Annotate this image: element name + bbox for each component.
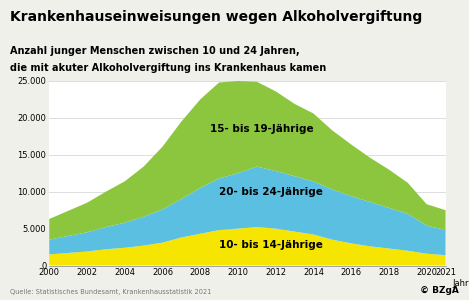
Text: die mit akuter Alkoholvergiftung ins Krankenhaus kamen: die mit akuter Alkoholvergiftung ins Kra…: [10, 63, 326, 73]
Text: 20- bis 24-Jährige: 20- bis 24-Jährige: [219, 187, 323, 197]
Text: Krankenhauseinweisungen wegen Alkoholvergiftung: Krankenhauseinweisungen wegen Alkoholver…: [10, 11, 423, 25]
Text: © BZgA: © BZgA: [420, 286, 459, 295]
Text: 10- bis 14-Jährige: 10- bis 14-Jährige: [219, 240, 323, 250]
Text: 15- bis 19-Jährige: 15- bis 19-Jährige: [210, 124, 313, 134]
Text: Quelle: Statistisches Bundesamt, Krankenhausstatistik 2021: Quelle: Statistisches Bundesamt, Kranken…: [10, 289, 212, 295]
Text: Anzahl junger Menschen zwischen 10 und 24 Jahren,: Anzahl junger Menschen zwischen 10 und 2…: [10, 46, 300, 56]
Text: Jahr: Jahr: [453, 279, 469, 288]
